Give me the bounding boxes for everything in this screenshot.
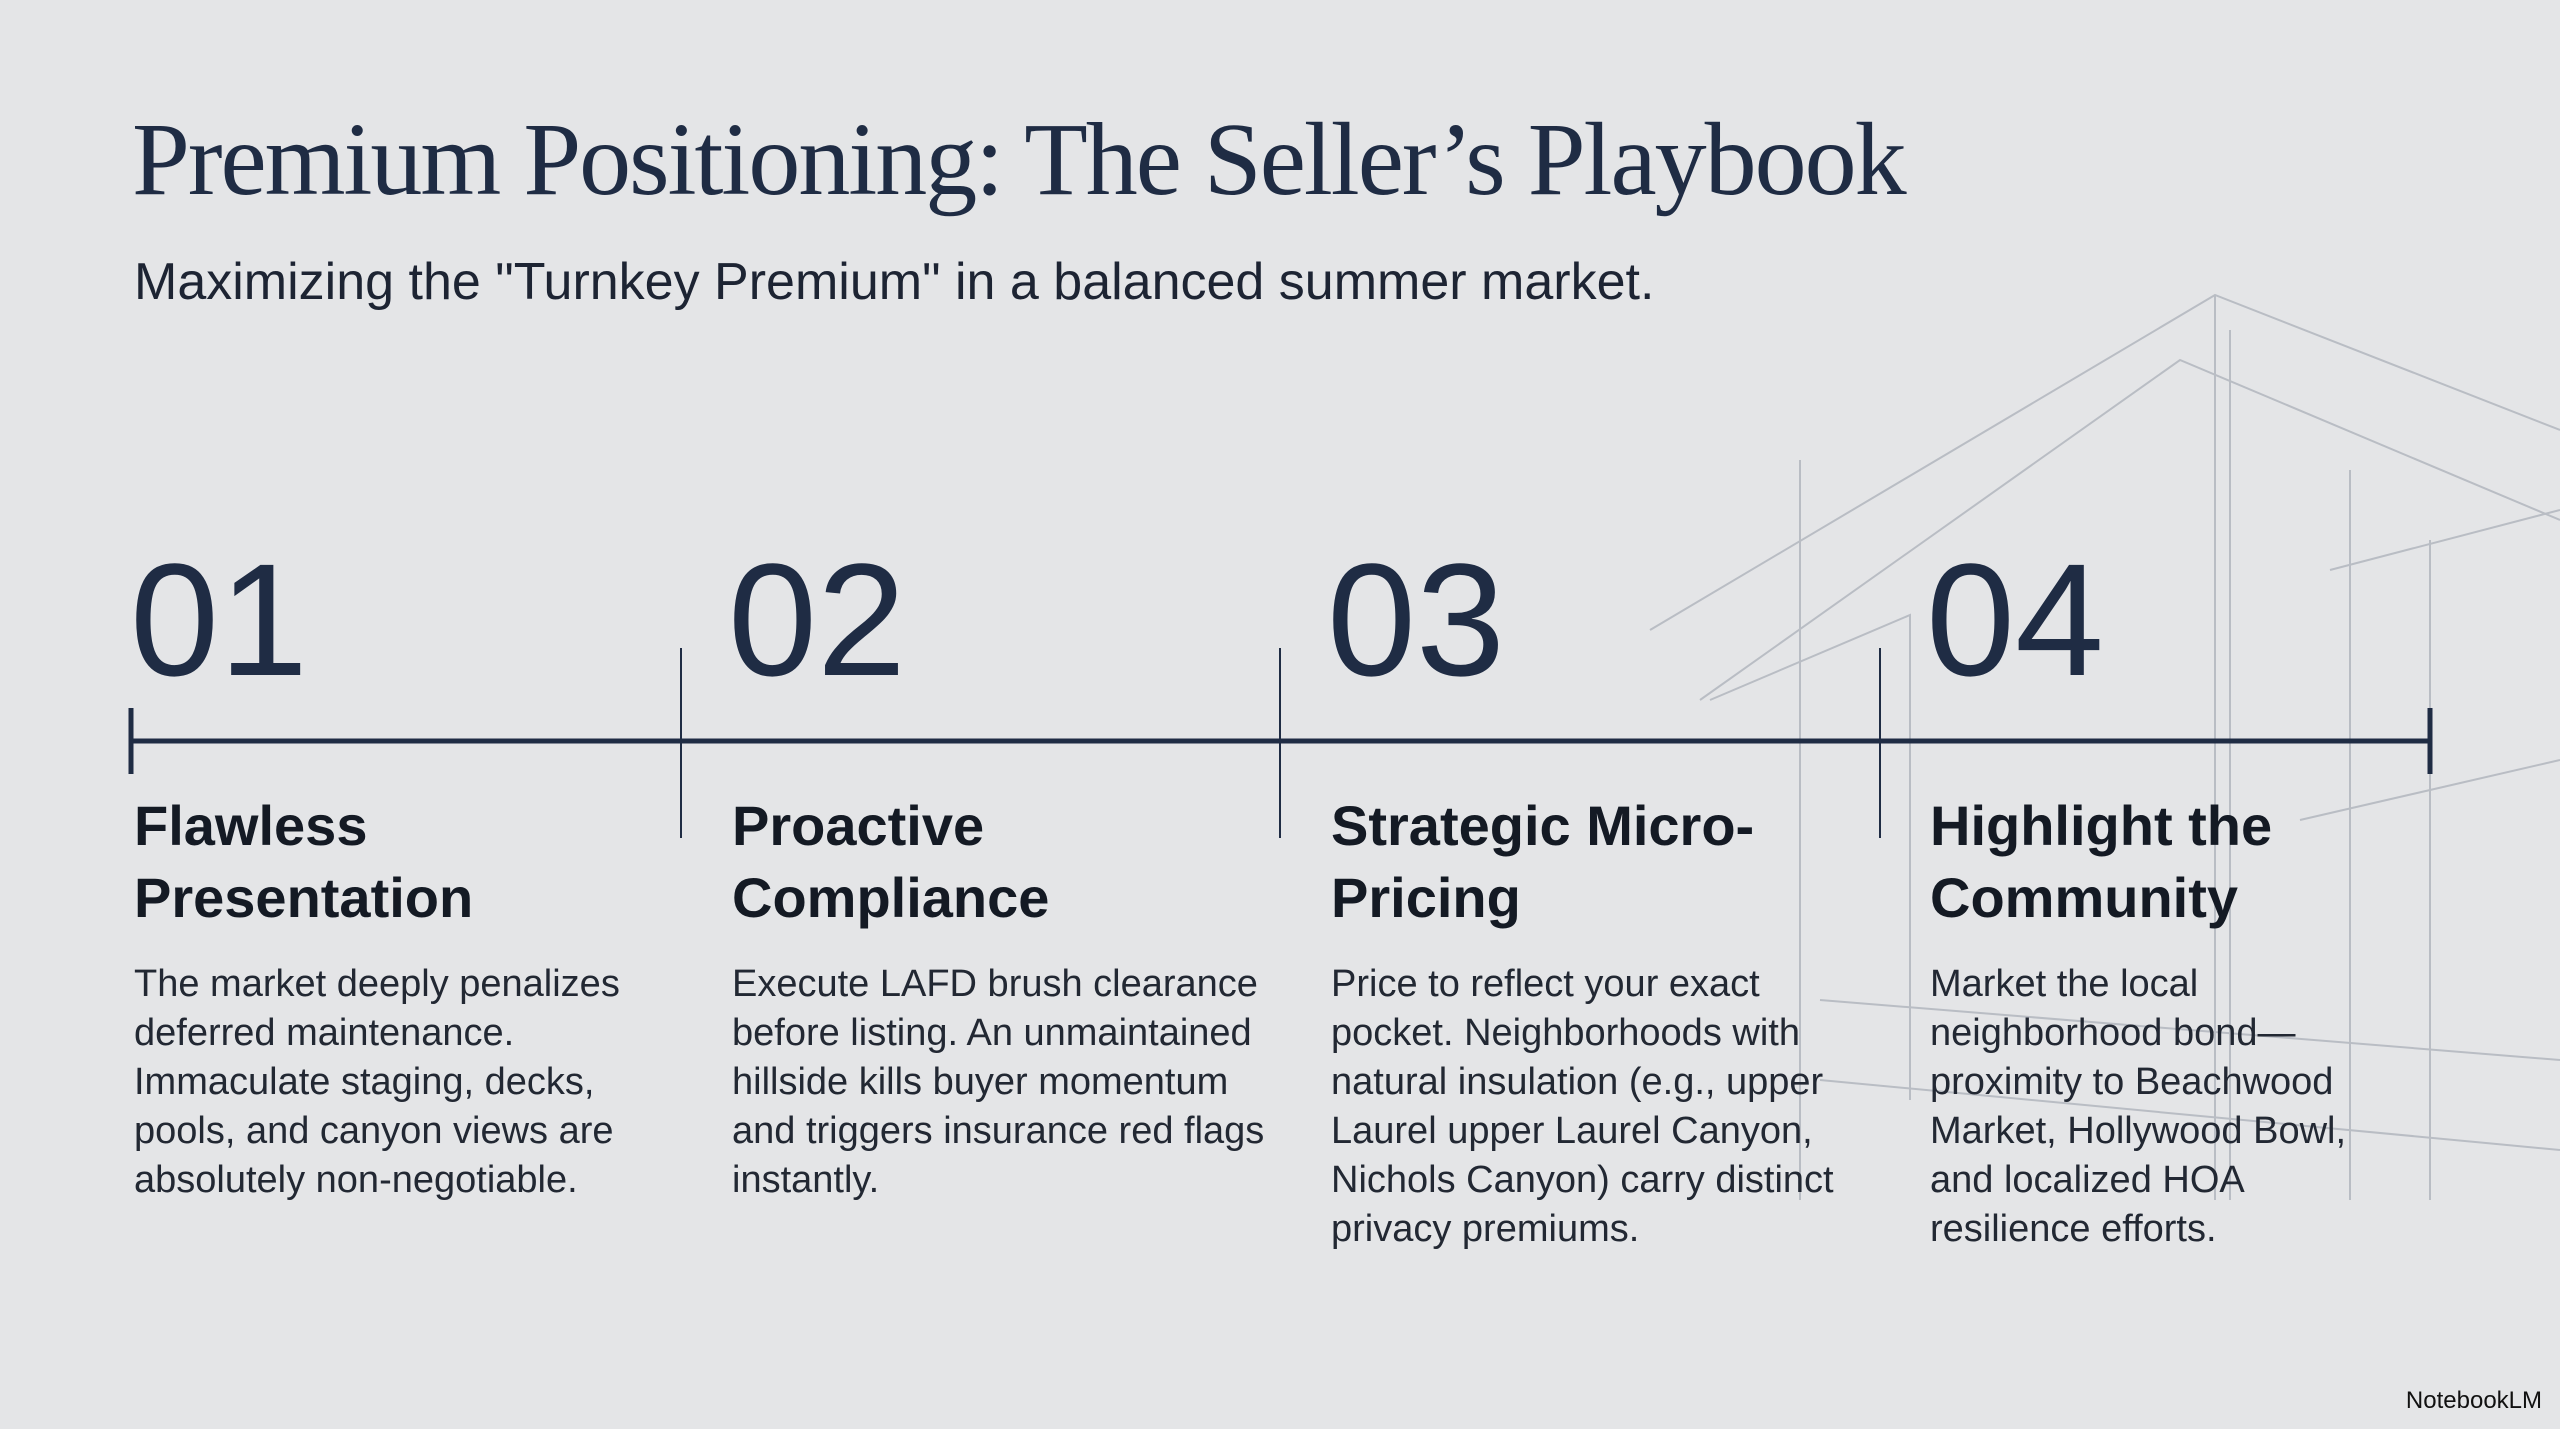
- step-body: Market the local neighborhood bond—proxi…: [1930, 963, 2347, 1250]
- step-body: Price to reflect your exact pocket. Neig…: [1331, 963, 1834, 1250]
- step-body: The market deeply penalizes deferred mai…: [134, 963, 620, 1201]
- step-body: Execute LAFD brush clearance before list…: [732, 963, 1265, 1201]
- brand: NotebookLM: [2405, 1387, 2542, 1414]
- step-number: 03: [1327, 530, 1505, 709]
- subtitle: Maximizing the "Turnkey Premium" in a ba…: [134, 253, 1655, 311]
- step-heading: Highlight the Community: [1930, 794, 2273, 929]
- step-number: 01: [130, 530, 308, 709]
- step-heading: Flawless Presentation: [134, 794, 474, 929]
- step-heading: Strategic Micro-Pricing: [1331, 794, 1755, 929]
- title: Premium Positioning: The Seller’s Playbo…: [132, 102, 1907, 217]
- step-number: 04: [1926, 530, 2104, 709]
- step-number: 02: [728, 530, 906, 709]
- step-heading: Proactive Compliance: [732, 794, 1050, 929]
